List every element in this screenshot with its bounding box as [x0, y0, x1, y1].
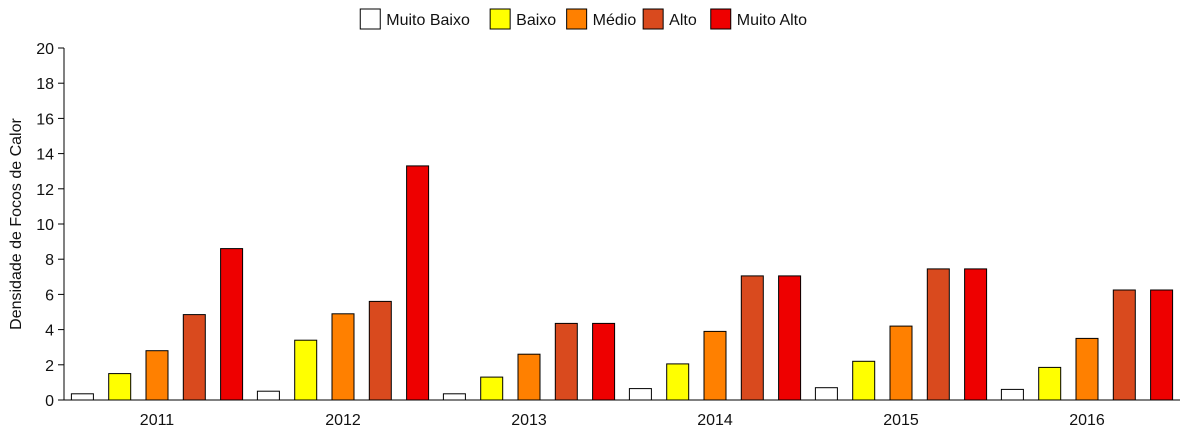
- y-axis-title: Densidade de Focos de Calor: [8, 117, 25, 329]
- bar-alto-2011: [182, 314, 206, 401]
- bar-médio-2016: [1075, 337, 1099, 401]
- bar-baixo-2013: [480, 376, 504, 401]
- x-tick-label: 2011: [140, 412, 175, 429]
- x-tick-label: 2012: [325, 412, 361, 429]
- y-tick-label: 20: [36, 41, 54, 58]
- bar-baixo-2012: [294, 339, 318, 401]
- legend-item-baixo: Baixo: [489, 8, 556, 30]
- legend-label: Médio: [593, 12, 637, 29]
- bar-muito-alto-2015: [964, 268, 988, 401]
- bar-muito-baixo-2016: [1000, 388, 1024, 401]
- y-axis: 0 2 4 6 8 10 12 14 16 18 20: [36, 41, 65, 410]
- y-tick-label: 18: [36, 76, 54, 93]
- y-tick-label: 8: [45, 252, 54, 269]
- bar-médio-2014: [703, 330, 727, 401]
- legend-swatch: [489, 8, 511, 30]
- legend-label: Alto: [669, 12, 697, 29]
- x-tick-label: 2014: [697, 412, 733, 429]
- bar-muito-baixo-2015: [814, 387, 838, 401]
- x-tick-label: 2015: [883, 412, 919, 429]
- legend: Muito Baixo Baixo Médio Alto Muito Alto: [359, 8, 807, 30]
- bar-muito-baixo-2014: [628, 388, 652, 401]
- bar-muito-alto-2014: [778, 275, 802, 401]
- legend-label: Muito Baixo: [386, 12, 470, 29]
- y-tick-label: 16: [36, 111, 54, 128]
- y-tick-label: 6: [45, 287, 54, 304]
- legend-swatch: [359, 8, 381, 30]
- legend-item-médio: Médio: [566, 8, 637, 30]
- legend-label: Baixo: [516, 12, 556, 29]
- y-tick-label: 4: [45, 323, 54, 340]
- x-tick-label: 2013: [511, 412, 547, 429]
- bar-alto-2016: [1112, 289, 1136, 401]
- legend-label: Muito Alto: [737, 12, 807, 29]
- legend-swatch: [642, 8, 664, 30]
- y-tick-label: 10: [36, 217, 54, 234]
- bar-médio-2013: [517, 353, 541, 401]
- bar-médio-2011: [145, 350, 169, 401]
- bar-muito-alto-2011: [220, 248, 244, 401]
- y-tick-label: 14: [36, 147, 54, 164]
- legend-swatch: [710, 8, 732, 30]
- bar-alto-2014: [740, 275, 764, 401]
- legend-item-muito-baixo: Muito Baixo: [359, 8, 470, 30]
- bar-muito-alto-2013: [592, 322, 616, 401]
- bars: [70, 165, 1174, 401]
- bar-muito-baixo-2011: [70, 393, 94, 401]
- bar-alto-2013: [554, 322, 578, 401]
- bar-baixo-2016: [1038, 366, 1062, 401]
- y-tick-label: 2: [45, 358, 54, 375]
- bar-muito-baixo-2013: [442, 393, 466, 401]
- bar-muito-alto-2012: [406, 165, 430, 401]
- x-axis: 2011 2012 2013 2014 2015 2016: [64, 399, 1180, 429]
- x-tick-label: 2016: [1069, 412, 1105, 429]
- bar-muito-baixo-2012: [256, 390, 280, 401]
- y-tick-label: 12: [36, 182, 54, 199]
- bar-muito-alto-2016: [1150, 289, 1174, 401]
- bar-médio-2015: [889, 325, 913, 401]
- bar-baixo-2015: [852, 360, 876, 401]
- bar-baixo-2011: [108, 373, 132, 401]
- bar-alto-2015: [926, 268, 950, 401]
- legend-item-muito-alto: Muito Alto: [710, 8, 807, 30]
- legend-swatch: [566, 8, 588, 30]
- bar-baixo-2014: [666, 363, 690, 401]
- legend-item-alto: Alto: [642, 8, 697, 30]
- bar-médio-2012: [331, 313, 355, 401]
- y-tick-label: 0: [45, 393, 54, 410]
- bar-alto-2012: [368, 300, 392, 401]
